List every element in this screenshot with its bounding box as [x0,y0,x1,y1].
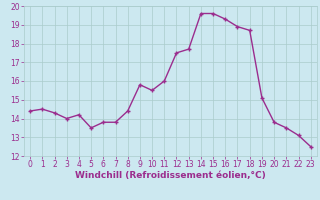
X-axis label: Windchill (Refroidissement éolien,°C): Windchill (Refroidissement éolien,°C) [75,171,266,180]
